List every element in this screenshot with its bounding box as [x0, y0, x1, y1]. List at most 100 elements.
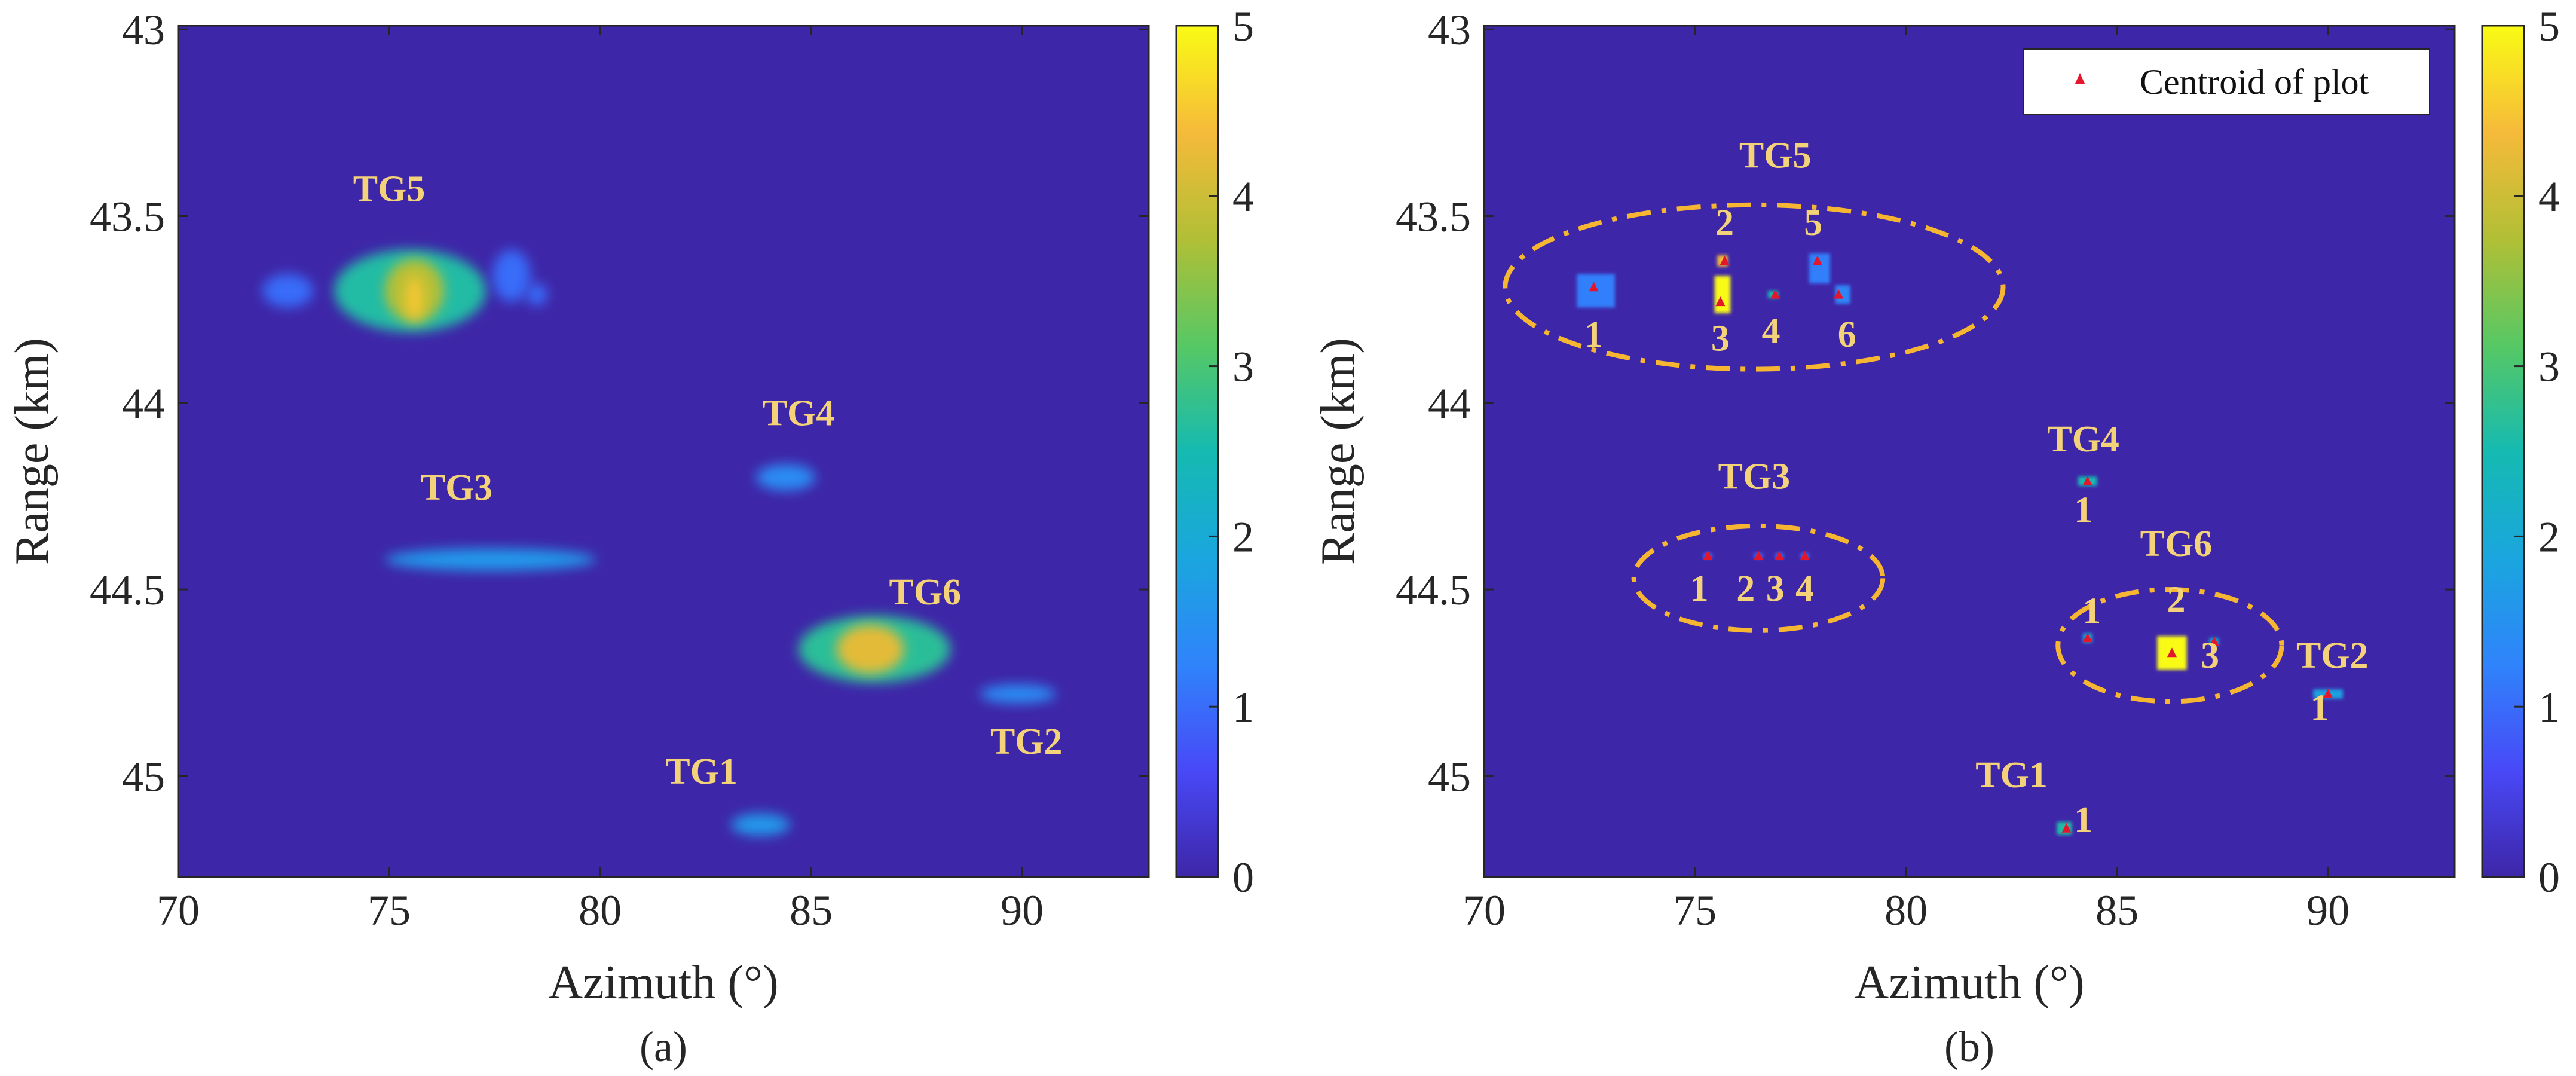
- x-axis-ticks: 70 75 80 85 90: [157, 26, 1044, 934]
- heatmap-blobs: [262, 249, 1056, 836]
- legend: Centroid of plot: [2023, 48, 2430, 115]
- centroid-markers: [1589, 255, 2333, 833]
- plot-number-label: 3: [1766, 568, 1785, 609]
- plot-frame: [1483, 25, 2456, 878]
- target-group-label: TG2: [990, 722, 1063, 762]
- plot-number-label: 4: [1762, 311, 1780, 351]
- y-tick-label: 44: [1428, 380, 1471, 427]
- target-group-label: TG4: [2047, 419, 2119, 460]
- colorbar-gradient: [1175, 25, 1219, 878]
- target-group-label: TG6: [2140, 524, 2213, 564]
- heatmap-blob: [756, 464, 816, 491]
- centroid-marker: [1703, 550, 1713, 560]
- x-tick-label: 80: [579, 887, 622, 934]
- x-tick-label: 75: [1674, 887, 1717, 934]
- colorbar-tick-label: 2: [1232, 513, 1254, 561]
- heatmap-background: [1484, 26, 2455, 877]
- plot-number-label: 2: [1736, 568, 1755, 609]
- heatmap-blob: [262, 274, 313, 308]
- target-group-label: TG1: [1975, 755, 2048, 796]
- target-labels: TG5 TG4 TG3 TG6 TG2 TG1: [353, 169, 1063, 792]
- centroid-marker: [2082, 475, 2092, 485]
- x-axis-title: Azimuth (°): [548, 956, 778, 1009]
- x-axis-title: Azimuth (°): [1854, 956, 2084, 1009]
- target-group-label: TG3: [421, 467, 493, 508]
- target-group-label: TG5: [353, 169, 426, 210]
- y-tick-label: 44.5: [90, 566, 165, 614]
- colorbar: 0 1 2 3 4 5: [1175, 2, 1254, 901]
- centroid-marker: [2061, 823, 2072, 833]
- plot-number-label: 1: [1584, 314, 1603, 355]
- x-axis-ticks: 70 75 80 85 90: [1463, 26, 2349, 934]
- colorbar: 0 1 2 3 4 5: [2481, 2, 2560, 901]
- colorbar-tick-label: 5: [2538, 2, 2560, 50]
- plot-number-label: 1: [2311, 688, 2329, 729]
- legend-label: Centroid of plot: [2140, 62, 2369, 102]
- plot-number-label: 6: [1838, 314, 1856, 355]
- x-tick-label: 85: [790, 887, 833, 934]
- x-tick-label: 90: [1001, 887, 1044, 934]
- heatmap-background: [178, 26, 1149, 877]
- group-ellipse: [1503, 202, 2006, 372]
- y-tick-label: 43: [122, 6, 165, 54]
- heatmap-blob: [836, 625, 904, 674]
- y-tick-label: 43: [1428, 6, 1471, 54]
- plot-number-label: 2: [1715, 203, 1734, 243]
- centroid-marker: [1800, 550, 1810, 560]
- x-tick-label: 70: [157, 887, 200, 934]
- y-tick-label: 44: [122, 380, 165, 427]
- colorbar-tick-label: 3: [2538, 343, 2560, 391]
- group-labels: TG5 TG3 TG6 TG4 TG2 TG1: [1718, 135, 2369, 796]
- panel-label: (a): [640, 1023, 687, 1071]
- colorbar-tick-label: 1: [1232, 683, 1254, 731]
- plot-number-label: 1: [1690, 568, 1709, 609]
- centroid-marker: [1753, 550, 1763, 560]
- y-tick-label: 43.5: [1396, 193, 1471, 241]
- colorbar-tick-label: 0: [2538, 854, 2560, 901]
- detected-plot: [1809, 253, 1830, 283]
- heatmap-blob: [730, 813, 790, 836]
- centroid-marker: [2082, 632, 2092, 643]
- plot-number-label: 1: [2074, 490, 2092, 531]
- colorbar-tick-label: 1: [2538, 683, 2560, 731]
- centroid-marker: [1720, 255, 1730, 265]
- colorbar-ticks: 0 1 2 3 4 5: [1209, 2, 1254, 901]
- target-group-label: TG6: [889, 572, 961, 613]
- detected-plot: [1714, 276, 1731, 313]
- target-group-label: TG2: [2296, 635, 2369, 676]
- centroid-marker: [2167, 647, 2177, 658]
- colorbar-tick-label: 5: [1232, 2, 1254, 50]
- centroid-marker: [1812, 255, 1822, 265]
- y-tick-label: 45: [122, 753, 165, 800]
- centroid-marker: [1589, 282, 1599, 292]
- y-tick-label: 45: [1428, 753, 1471, 800]
- heatmap-blob: [492, 249, 531, 302]
- y-axis-title: Range (km): [1312, 338, 1365, 565]
- plot-number-label: 5: [1804, 203, 1822, 243]
- centroid-marker: [2209, 636, 2219, 646]
- x-tick-label: 70: [1463, 887, 1506, 934]
- heatmap-blob: [980, 684, 1056, 704]
- legend-box: [2023, 48, 2430, 115]
- group-ellipse: [1631, 523, 1886, 633]
- target-group-label: TG3: [1718, 456, 1791, 497]
- legend-centroid-marker: [2075, 73, 2085, 84]
- heatmap-blob: [526, 283, 547, 306]
- plot-number-label: 3: [2201, 635, 2219, 676]
- x-tick-label: 80: [1884, 887, 1928, 934]
- colorbar-tick-label: 0: [1232, 854, 1254, 901]
- group-ellipses: [1503, 202, 2284, 704]
- target-group-label: TG1: [665, 751, 738, 792]
- plot-number-label: 3: [1711, 318, 1730, 359]
- centroid-marker: [1770, 289, 1780, 299]
- centroid-marker: [1715, 296, 1726, 307]
- colorbar-gradient: [2481, 25, 2525, 878]
- y-tick-label: 44.5: [1396, 566, 1471, 614]
- x-tick-label: 90: [2306, 887, 2349, 934]
